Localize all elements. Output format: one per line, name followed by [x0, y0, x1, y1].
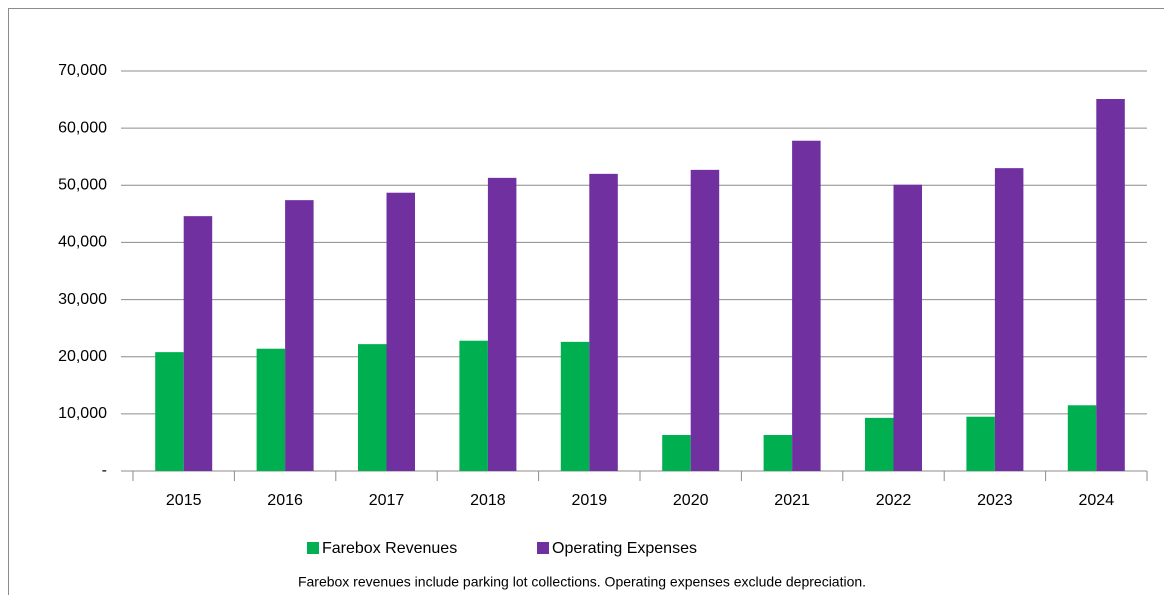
x-tick-label: 2015 — [166, 492, 202, 509]
bar — [459, 340, 488, 471]
y-tick-label: 10,000 — [58, 405, 107, 422]
y-tick-label: 30,000 — [58, 291, 107, 308]
y-tick-label: - — [102, 462, 107, 479]
x-tick-label: 2018 — [470, 492, 506, 509]
x-tick-label: 2017 — [369, 492, 405, 509]
legend-label: Farebox Revenues — [322, 540, 457, 557]
x-tick-label: 2016 — [267, 492, 303, 509]
x-tick-label: 2024 — [1079, 492, 1115, 509]
x-tick-label: 2022 — [876, 492, 912, 509]
y-tick-label: 50,000 — [58, 177, 107, 194]
footnote: Farebox revenues include parking lot col… — [298, 574, 866, 590]
bar — [1096, 99, 1125, 471]
bar — [893, 184, 922, 471]
bar — [792, 140, 821, 471]
y-tick-label: 40,000 — [58, 234, 107, 251]
bar — [763, 435, 793, 471]
bar — [994, 168, 1024, 471]
bar — [589, 173, 618, 471]
bar — [662, 435, 691, 471]
x-tick-label: 2020 — [673, 492, 709, 509]
bar — [1067, 405, 1097, 471]
bar — [155, 352, 184, 471]
bar — [183, 216, 213, 471]
bar — [865, 417, 894, 471]
legend-label: Operating Expenses — [552, 540, 697, 557]
bar — [256, 348, 286, 471]
x-tick-label: 2021 — [774, 492, 810, 509]
x-tick-label: 2023 — [977, 492, 1013, 509]
bar — [966, 416, 995, 471]
legend-swatch — [537, 542, 549, 554]
bar — [487, 177, 517, 471]
y-tick-label: 20,000 — [58, 348, 107, 365]
bar — [690, 169, 720, 471]
x-tick-label: 2019 — [572, 492, 608, 509]
bar — [358, 344, 387, 471]
chart-border — [8, 8, 1164, 595]
legend-swatch — [307, 542, 319, 554]
bar — [386, 192, 415, 471]
y-tick-label: 60,000 — [58, 119, 107, 136]
y-tick-label: 70,000 — [58, 62, 107, 79]
bar — [285, 200, 314, 471]
bar — [560, 341, 590, 471]
